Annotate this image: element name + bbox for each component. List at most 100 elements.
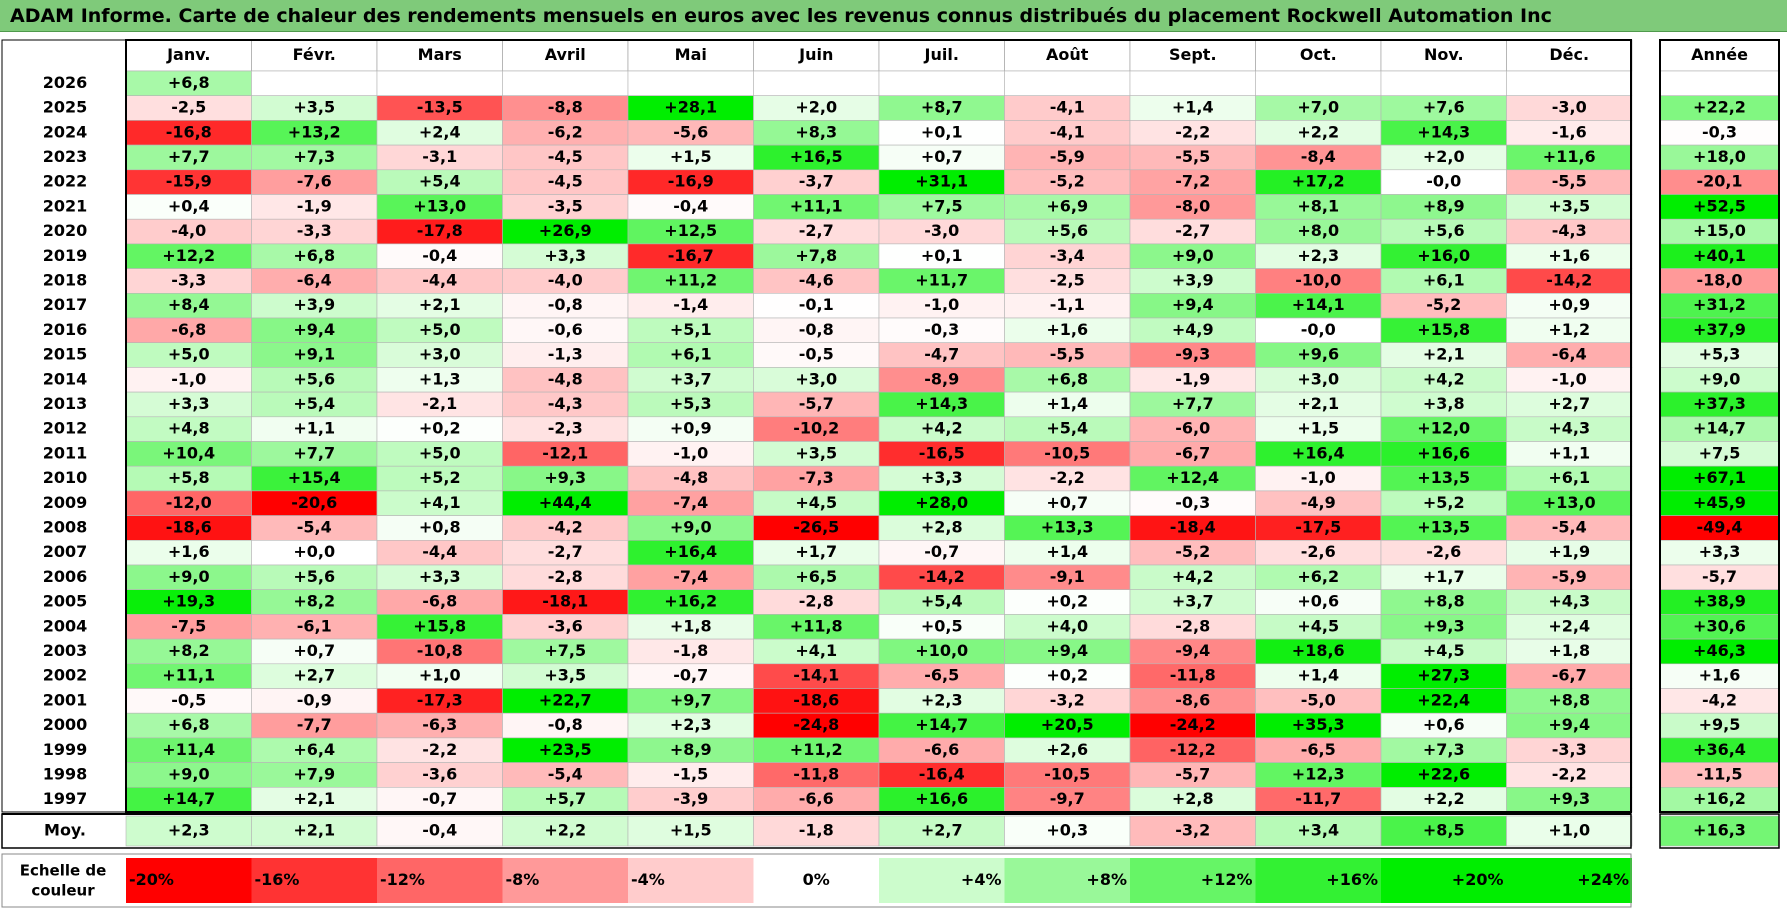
heatmap-cell bbox=[125, 120, 252, 146]
cell-value: +7,5 bbox=[921, 196, 963, 215]
heatmap-cell bbox=[627, 515, 754, 541]
heatmap-cell bbox=[1129, 465, 1256, 492]
heatmap-cell bbox=[878, 144, 1005, 171]
cell-value: -17,5 bbox=[1295, 517, 1341, 536]
cell-value: +1,8 bbox=[1548, 641, 1590, 660]
year-label: 2005 bbox=[43, 592, 88, 611]
heatmap-cell bbox=[1255, 342, 1382, 368]
average-value: -0,4 bbox=[422, 821, 457, 840]
heatmap-cell bbox=[376, 218, 503, 245]
heatmap-cell bbox=[1255, 169, 1382, 195]
cell-value: -12,2 bbox=[1170, 740, 1216, 759]
heatmap-cell bbox=[1004, 688, 1131, 714]
cell-value: -14,2 bbox=[919, 567, 965, 586]
cell-value: -5,2 bbox=[1050, 172, 1085, 191]
average-row-border bbox=[1, 813, 1632, 849]
annual-cell bbox=[1659, 712, 1780, 739]
heatmap-cell bbox=[878, 243, 1005, 269]
annual-cell bbox=[1659, 292, 1780, 319]
cell-value: -10,8 bbox=[417, 641, 463, 660]
cell-value: +0,7 bbox=[1046, 493, 1088, 512]
cell-value: -18,6 bbox=[166, 517, 212, 536]
heatmap-cell bbox=[1255, 317, 1382, 344]
heatmap-cell bbox=[1129, 589, 1256, 615]
cell-value: -9,1 bbox=[1050, 567, 1085, 586]
heatmap-cell bbox=[125, 144, 252, 171]
heatmap-cell bbox=[1004, 268, 1131, 294]
average-value: +8,5 bbox=[1423, 821, 1465, 840]
average-value: +1,5 bbox=[670, 821, 712, 840]
heatmap-cell bbox=[753, 490, 880, 516]
heatmap-cell bbox=[753, 737, 880, 763]
cell-value: -16,7 bbox=[668, 246, 714, 265]
heatmap-cell bbox=[502, 342, 629, 368]
year-label: 2024 bbox=[43, 122, 88, 141]
heatmap-cell bbox=[627, 268, 754, 294]
scale-label: -4% bbox=[631, 870, 665, 889]
annual-value: +9,0 bbox=[1699, 369, 1741, 388]
annual-cell bbox=[1659, 317, 1780, 344]
year-label: 2008 bbox=[43, 517, 88, 536]
heatmap-cell bbox=[1506, 120, 1633, 146]
heatmap-cell bbox=[1004, 539, 1131, 566]
cell-value: -0,3 bbox=[1175, 493, 1210, 512]
cell-value: -4,8 bbox=[673, 468, 708, 487]
month-header: Janv. bbox=[166, 45, 210, 64]
cell-value: -10,2 bbox=[793, 419, 839, 438]
cell-value: -3,4 bbox=[1050, 246, 1085, 265]
cell-value: +26,9 bbox=[539, 221, 592, 240]
cell-value: -5,0 bbox=[1301, 690, 1336, 709]
cell-value: +2,2 bbox=[1423, 789, 1465, 808]
legend-label: Echelle de couleur bbox=[20, 861, 107, 899]
heatmap-cell bbox=[502, 564, 629, 591]
heatmap-cell bbox=[1255, 564, 1382, 591]
scale-label: +16% bbox=[1326, 870, 1378, 889]
cell-value: +1,4 bbox=[1046, 542, 1088, 561]
cell-value: +9,0 bbox=[168, 567, 210, 586]
cell-value: +9,4 bbox=[1548, 715, 1590, 734]
heatmap-cell bbox=[1380, 342, 1507, 368]
cell-value: -5,6 bbox=[673, 122, 708, 141]
cell-value: -3,3 bbox=[1552, 740, 1587, 759]
cell-value: +8,8 bbox=[1423, 592, 1465, 611]
cell-value: -2,2 bbox=[1552, 764, 1587, 783]
heatmap-cell bbox=[1506, 342, 1633, 368]
heatmap-cell bbox=[125, 688, 252, 714]
year-label: 2011 bbox=[43, 443, 88, 462]
year-label: 2010 bbox=[43, 468, 88, 487]
cell-value: +8,3 bbox=[795, 122, 837, 141]
heatmap-cell bbox=[1004, 367, 1131, 393]
cell-value: -5,5 bbox=[1175, 147, 1210, 166]
cell-value: -4,1 bbox=[1050, 122, 1085, 141]
annual-value: +67,1 bbox=[1693, 468, 1746, 487]
year-label: 2018 bbox=[43, 270, 88, 289]
cell-value: +3,8 bbox=[1423, 394, 1465, 413]
cell-value: -6,6 bbox=[924, 740, 959, 759]
heatmap-cell bbox=[627, 786, 754, 813]
cell-value: +28,1 bbox=[664, 98, 717, 117]
cell-value: +2,2 bbox=[1297, 122, 1339, 141]
cell-value: -2,7 bbox=[799, 221, 834, 240]
heatmap-cell bbox=[1129, 268, 1256, 294]
cell-value: +12,3 bbox=[1292, 764, 1345, 783]
cell-value: -4,2 bbox=[548, 517, 583, 536]
month-header-cell bbox=[1129, 39, 1256, 72]
month-header: Juin bbox=[798, 45, 833, 64]
cell-value: -26,5 bbox=[793, 517, 839, 536]
heatmap-cell bbox=[125, 539, 252, 566]
cell-value: -11,8 bbox=[793, 764, 839, 783]
heatmap-cell bbox=[125, 95, 252, 121]
cell-value: +4,5 bbox=[1297, 616, 1339, 635]
cell-value: +3,7 bbox=[670, 369, 712, 388]
cell-value: +6,1 bbox=[670, 345, 712, 364]
cell-value: +3,0 bbox=[795, 369, 837, 388]
cell-value: +2,7 bbox=[293, 666, 335, 685]
cell-value: +9,6 bbox=[1297, 345, 1339, 364]
cell-value: +2,1 bbox=[293, 789, 335, 808]
heatmap-cell bbox=[1129, 292, 1256, 319]
cell-value: +11,4 bbox=[162, 740, 215, 759]
average-value: +0,3 bbox=[1046, 821, 1088, 840]
heatmap-cell bbox=[376, 589, 503, 615]
heatmap-cell bbox=[753, 391, 880, 418]
heatmap-cell bbox=[1380, 490, 1507, 516]
